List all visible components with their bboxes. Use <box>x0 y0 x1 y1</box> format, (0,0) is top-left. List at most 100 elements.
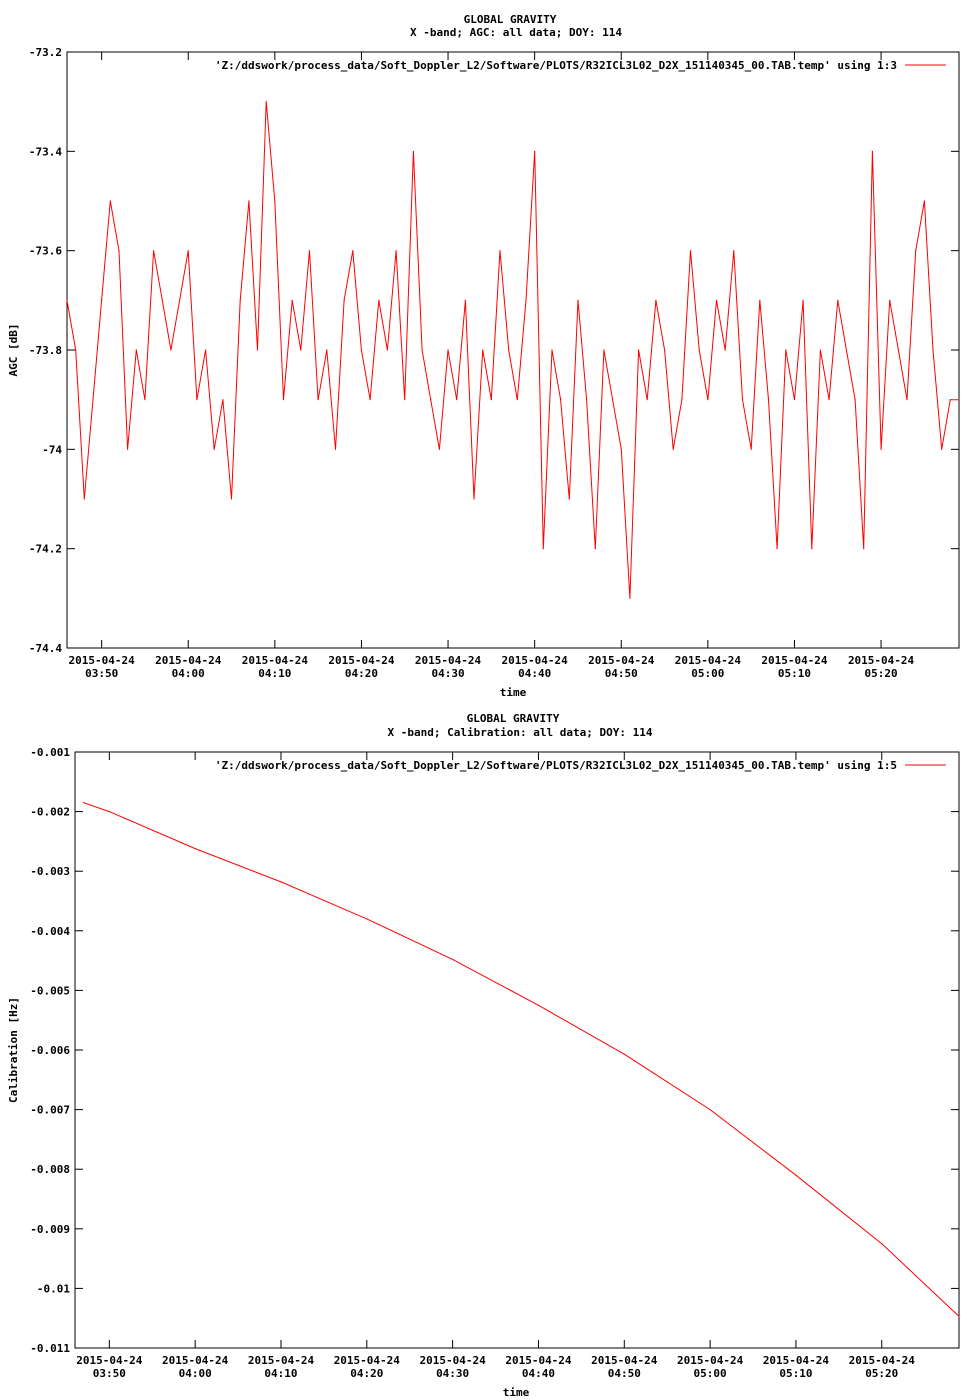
x-tick-time: 05:00 <box>694 1367 727 1380</box>
data-point <box>845 349 848 351</box>
data-point <box>282 399 285 401</box>
data-point <box>161 299 163 301</box>
data-point <box>594 548 596 550</box>
data-point <box>958 1315 960 1318</box>
y-tick-label: -73.8 <box>29 344 62 357</box>
data-point <box>421 349 423 351</box>
data-point <box>404 399 406 401</box>
data-point <box>577 299 579 301</box>
data-point <box>525 299 527 301</box>
data-point <box>923 200 925 202</box>
chart-title: GLOBAL GRAVITY <box>467 712 560 725</box>
data-point <box>170 349 172 351</box>
x-axis-ticks: 2015-04-2403:502015-04-2404:002015-04-24… <box>69 52 915 680</box>
y-tick-label: -73.6 <box>29 245 62 258</box>
y-axis-label: Calibration [Hz] <box>7 997 20 1103</box>
series-line <box>83 802 960 1317</box>
y-tick-label: -74.2 <box>29 543 62 556</box>
data-point <box>672 448 674 450</box>
data-point <box>308 250 311 252</box>
data-point <box>178 299 181 301</box>
data-point <box>689 250 692 252</box>
data-point <box>620 448 622 450</box>
data-point <box>326 349 328 351</box>
y-tick-label: -74 <box>42 443 62 456</box>
data-point <box>456 399 458 401</box>
data-point <box>534 150 536 152</box>
x-tick-time: 04:30 <box>436 1367 469 1380</box>
data-point <box>187 250 189 252</box>
data-point <box>629 597 631 599</box>
x-tick-date: 2015-04-24 <box>69 654 136 667</box>
data-point <box>767 399 770 401</box>
x-tick-date: 2015-04-24 <box>848 654 915 667</box>
x-tick-time: 05:10 <box>778 667 811 680</box>
data-point <box>655 299 657 301</box>
data-point <box>490 399 492 401</box>
data-point <box>101 299 103 301</box>
data-point <box>715 299 718 301</box>
x-tick-time: 03:50 <box>85 667 118 680</box>
x-axis-label: time <box>503 1386 530 1399</box>
data-point <box>906 399 908 401</box>
data-point <box>646 399 648 401</box>
data-point <box>681 399 683 401</box>
x-axis-label: time <box>500 686 527 699</box>
data-point <box>248 200 250 202</box>
data-point <box>204 349 207 351</box>
x-tick-date: 2015-04-24 <box>591 1354 658 1367</box>
calibration-series <box>82 802 960 1318</box>
x-tick-date: 2015-04-24 <box>849 1354 916 1367</box>
plot-frame <box>74 751 960 1349</box>
data-point <box>568 498 570 500</box>
data-point <box>499 250 501 252</box>
data-point <box>611 399 614 401</box>
data-point <box>395 250 397 252</box>
data-point <box>586 399 588 401</box>
agc-panel: GLOBAL GRAVITY X -band; AGC: all data; D… <box>7 13 960 699</box>
y-tick-label: -0.004 <box>30 925 70 938</box>
data-point <box>698 349 700 351</box>
data-point <box>776 548 778 550</box>
data-point <box>352 250 354 252</box>
data-point <box>274 200 276 202</box>
y-tick-label: -0.008 <box>30 1163 70 1176</box>
data-point <box>291 299 293 301</box>
x-tick-date: 2015-04-24 <box>588 654 655 667</box>
data-point <box>897 349 899 351</box>
data-point <box>889 299 891 301</box>
data-point <box>452 958 454 961</box>
data-point <box>378 299 380 301</box>
x-tick-time: 04:20 <box>345 667 378 680</box>
data-point <box>127 448 129 450</box>
data-point <box>343 299 345 301</box>
data-point <box>603 349 605 351</box>
data-point <box>932 349 934 351</box>
y-axis-ticks: -0.001 -0.002 -0.003 -0.004 -0.005 -0.006 -0.0… <box>30 746 959 1355</box>
x-tick-time: 04:40 <box>522 1367 555 1380</box>
data-point <box>941 448 943 450</box>
y-tick-label: -0.003 <box>30 865 70 878</box>
data-point <box>196 399 198 401</box>
data-point <box>412 150 415 152</box>
x-tick-time: 04:20 <box>350 1367 383 1380</box>
data-point <box>447 349 449 351</box>
data-point <box>915 250 917 252</box>
chart-subtitle: X -band; Calibration: all data; DOY: 114 <box>388 726 653 739</box>
data-point <box>795 1174 797 1176</box>
x-tick-date: 2015-04-24 <box>415 654 482 667</box>
data-point <box>265 101 267 103</box>
y-tick-label: -74.4 <box>29 642 62 655</box>
data-point <box>709 1109 711 1111</box>
data-point <box>369 399 371 401</box>
x-tick-date: 2015-04-24 <box>677 1354 744 1367</box>
data-point <box>473 498 475 500</box>
data-point <box>637 349 640 351</box>
y-tick-label: -0.01 <box>37 1282 70 1295</box>
data-point <box>623 1053 625 1055</box>
x-tick-date: 2015-04-24 <box>328 654 395 667</box>
data-point <box>828 399 830 401</box>
data-point <box>108 811 110 813</box>
data-point <box>153 250 155 252</box>
